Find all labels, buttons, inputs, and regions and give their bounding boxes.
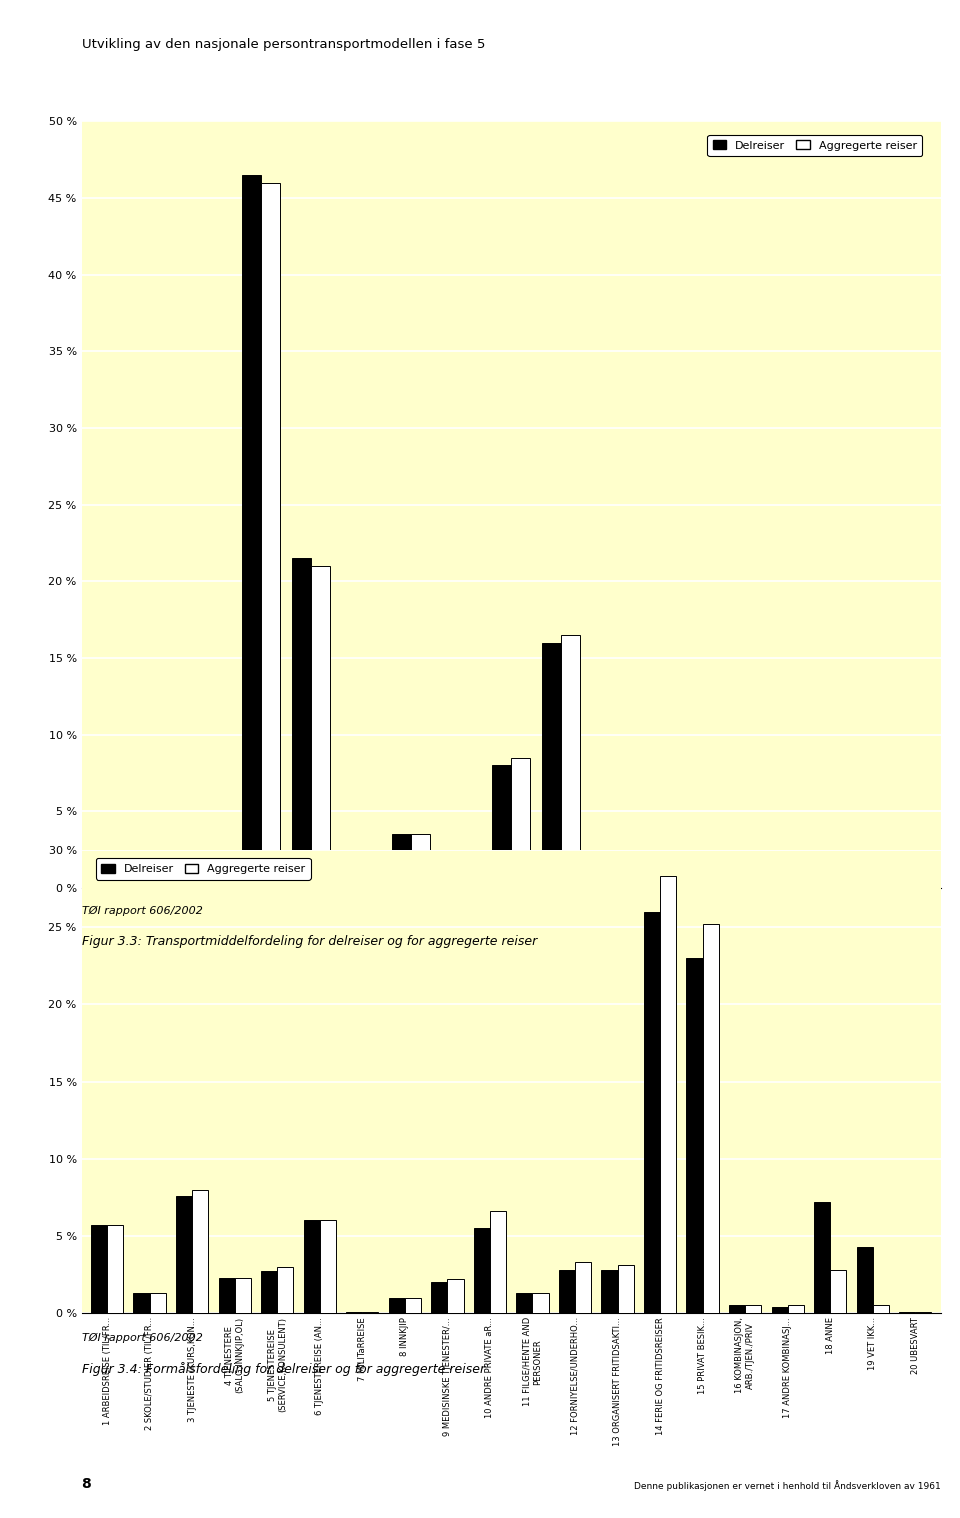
Bar: [303, 1220, 320, 1313]
Text: TØI rapport 606/2002: TØI rapport 606/2002: [82, 1333, 203, 1343]
Bar: [617, 1264, 634, 1313]
Bar: [686, 958, 703, 1313]
Bar: [92, 880, 111, 888]
Bar: [431, 1283, 447, 1313]
Bar: [293, 559, 311, 888]
Bar: [389, 1298, 405, 1313]
Bar: [644, 912, 660, 1313]
Bar: [772, 1307, 787, 1313]
Bar: [405, 1298, 421, 1313]
Bar: [661, 885, 680, 888]
Bar: [393, 835, 411, 888]
Text: 8: 8: [82, 1477, 91, 1491]
Bar: [277, 1266, 294, 1313]
Bar: [745, 1305, 761, 1313]
Bar: [108, 1225, 123, 1313]
Bar: [814, 1202, 830, 1313]
Bar: [761, 880, 780, 888]
Bar: [261, 182, 280, 888]
Bar: [161, 885, 180, 888]
Bar: [892, 885, 911, 888]
Bar: [516, 1293, 533, 1313]
Bar: [150, 1293, 166, 1313]
Bar: [900, 1312, 915, 1313]
Bar: [362, 1312, 378, 1313]
Bar: [261, 1272, 277, 1313]
Bar: [133, 1293, 150, 1313]
Bar: [243, 175, 261, 888]
Bar: [562, 635, 580, 888]
Bar: [787, 1305, 804, 1313]
Bar: [447, 1280, 464, 1313]
Bar: [235, 1278, 251, 1313]
Text: Utvikling av den nasjonale persontransportmodellen i fase 5: Utvikling av den nasjonale persontranspo…: [82, 38, 485, 52]
Bar: [443, 858, 461, 888]
Bar: [642, 883, 661, 888]
Bar: [729, 1305, 745, 1313]
Bar: [511, 757, 530, 888]
Bar: [211, 876, 230, 888]
Bar: [601, 1271, 617, 1313]
Bar: [842, 883, 861, 888]
Bar: [474, 1228, 490, 1313]
Bar: [692, 865, 711, 888]
Bar: [142, 885, 161, 888]
Text: Denne publikasjonen er vernet i henhold til Åndsverkloven av 1961: Denne publikasjonen er vernet i henhold …: [634, 1480, 941, 1491]
Bar: [111, 883, 131, 888]
Bar: [703, 924, 719, 1313]
Legend: Delreiser, Aggregerte reiser: Delreiser, Aggregerte reiser: [96, 858, 311, 879]
Bar: [492, 765, 511, 888]
Bar: [612, 885, 630, 888]
Text: Figur 3.4: Formålsfordeling for delreiser og for aggregerte reiser: Figur 3.4: Formålsfordeling for delreise…: [82, 1362, 485, 1375]
Bar: [461, 865, 480, 888]
Bar: [911, 885, 930, 888]
Bar: [542, 642, 562, 888]
Bar: [830, 1271, 847, 1313]
Bar: [533, 1293, 548, 1313]
Bar: [711, 865, 730, 888]
Text: Figur 3.3: Transportmiddelfordeling for delreiser og for aggregerte reiser: Figur 3.3: Transportmiddelfordeling for …: [82, 935, 537, 949]
Bar: [219, 1278, 235, 1313]
Bar: [861, 885, 880, 888]
Bar: [742, 880, 761, 888]
Bar: [915, 1312, 931, 1313]
Bar: [311, 566, 330, 888]
Bar: [490, 1211, 506, 1313]
Legend: Delreiser, Aggregerte reiser: Delreiser, Aggregerte reiser: [708, 135, 923, 156]
Bar: [792, 882, 811, 888]
Bar: [343, 880, 361, 888]
Bar: [592, 885, 612, 888]
Text: TØI rapport 606/2002: TØI rapport 606/2002: [82, 906, 203, 917]
Bar: [320, 1220, 336, 1313]
Bar: [91, 1225, 108, 1313]
Bar: [347, 1312, 362, 1313]
Bar: [811, 883, 829, 888]
Bar: [575, 1261, 591, 1313]
Bar: [559, 1271, 575, 1313]
Bar: [176, 1196, 192, 1313]
Bar: [873, 1305, 889, 1313]
Bar: [192, 1190, 208, 1313]
Bar: [856, 1246, 873, 1313]
Bar: [411, 835, 430, 888]
Bar: [660, 876, 676, 1313]
Bar: [361, 883, 380, 888]
Bar: [193, 873, 211, 888]
